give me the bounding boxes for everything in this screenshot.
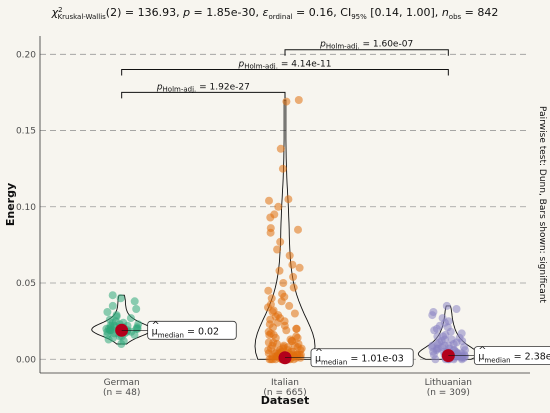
data-point bbox=[429, 308, 438, 316]
data-point bbox=[289, 272, 298, 281]
data-point bbox=[276, 144, 285, 153]
data-point bbox=[294, 340, 303, 348]
y-tick-label: 0.00 bbox=[16, 355, 36, 365]
data-point bbox=[294, 225, 302, 234]
y-tick-label: 0.05 bbox=[16, 279, 36, 289]
median-label: μmedian = 2.38e-03 bbox=[478, 352, 550, 365]
mu-hat: ^ bbox=[315, 348, 323, 359]
median-label-box bbox=[147, 320, 237, 340]
data-point bbox=[282, 97, 291, 106]
data-point bbox=[444, 317, 453, 326]
data-point bbox=[292, 332, 301, 341]
data-point bbox=[134, 320, 143, 329]
data-point bbox=[442, 301, 451, 310]
data-point bbox=[132, 305, 141, 313]
data-point bbox=[266, 300, 275, 309]
x-tick-n: (n = 665) bbox=[263, 388, 306, 398]
axes bbox=[39, 36, 530, 374]
data-point bbox=[295, 263, 304, 272]
mu-hat: ^ bbox=[152, 320, 160, 331]
x-tick-n: (n = 309) bbox=[427, 388, 470, 398]
data-point bbox=[289, 283, 298, 292]
data-point bbox=[278, 164, 287, 173]
data-point bbox=[279, 279, 288, 287]
y-tick-label: 0.20 bbox=[16, 50, 36, 60]
side-note: Pairwise test: Dunn, Bars shown: signifi… bbox=[537, 106, 547, 303]
median-label: μmedian = 0.02 bbox=[152, 326, 219, 339]
data-point bbox=[447, 335, 456, 344]
y-tick-label: 0.10 bbox=[16, 203, 36, 213]
comparison-label: pHolm-adj. = 1.92e-27 bbox=[156, 82, 250, 93]
data-point bbox=[278, 289, 287, 298]
data-point bbox=[274, 202, 283, 211]
y-axis-title: Energy bbox=[4, 183, 17, 226]
data-point bbox=[116, 294, 125, 303]
median-label-box bbox=[310, 348, 414, 368]
data-point bbox=[108, 291, 117, 300]
data-point bbox=[267, 294, 276, 303]
comparison-label: pHolm-adj. = 1.60e-07 bbox=[319, 40, 413, 51]
data-point bbox=[266, 224, 275, 233]
x-tick-label: German bbox=[104, 378, 140, 388]
x-tick-label: Lithuanian bbox=[425, 378, 472, 388]
mu-hat: ^ bbox=[478, 346, 486, 357]
data-point bbox=[105, 315, 114, 324]
data-point bbox=[112, 311, 121, 320]
data-point bbox=[452, 305, 461, 313]
data-point bbox=[292, 324, 301, 333]
data-point bbox=[270, 210, 279, 219]
data-point bbox=[279, 341, 288, 350]
comparison-label: pHolm-adj. = 4.14e-11 bbox=[237, 60, 331, 71]
data-point bbox=[285, 251, 294, 260]
median-markers bbox=[115, 320, 550, 368]
data-point bbox=[433, 332, 442, 341]
comparison-bracket bbox=[284, 49, 449, 56]
data-point bbox=[108, 301, 117, 310]
data-point bbox=[284, 195, 293, 204]
data-point bbox=[275, 266, 284, 275]
x-tick-label: Italian bbox=[271, 378, 299, 388]
data-point bbox=[103, 308, 112, 316]
data-point bbox=[264, 286, 273, 295]
data-point bbox=[276, 237, 285, 246]
median-dot bbox=[115, 323, 129, 337]
comparison-brackets bbox=[121, 49, 449, 99]
x-tick-n: (n = 48) bbox=[103, 388, 140, 398]
data-point bbox=[460, 343, 468, 352]
data-point bbox=[273, 245, 282, 254]
data-point bbox=[457, 329, 466, 338]
x-axis-title: Dataset bbox=[261, 394, 310, 407]
data-point bbox=[130, 297, 139, 306]
chart-title: χ2 Kruskal-Wallis(2) = 136.93, p = 1.85e-… bbox=[51, 6, 499, 21]
median-label: μmedian = 1.01e-03 bbox=[315, 354, 404, 367]
data-point bbox=[288, 260, 297, 269]
data-point bbox=[438, 314, 447, 323]
data-point bbox=[126, 314, 135, 323]
data-point bbox=[285, 301, 294, 310]
data-point bbox=[265, 196, 273, 205]
comparison-bracket bbox=[121, 91, 286, 99]
median-label-box bbox=[473, 346, 550, 366]
data-point bbox=[294, 96, 303, 104]
y-tick-label: 0.15 bbox=[16, 127, 36, 137]
comparison-bracket bbox=[121, 69, 449, 76]
data-point bbox=[290, 309, 299, 318]
